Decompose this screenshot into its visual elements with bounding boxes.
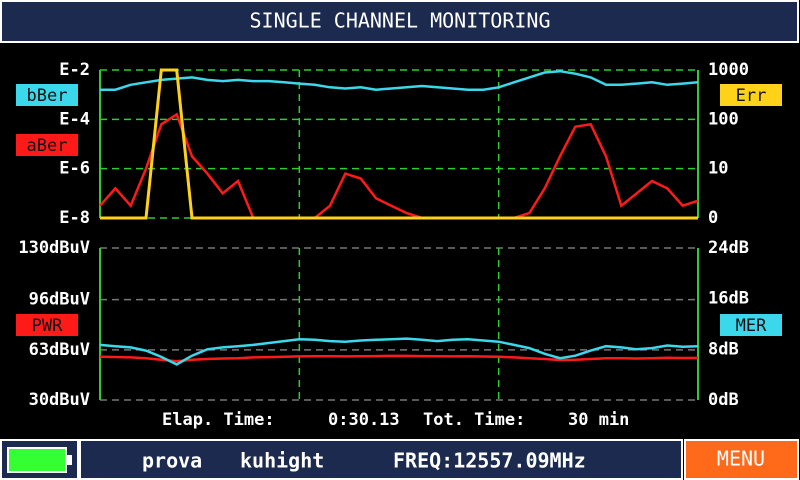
y-tick-label: E-4 bbox=[59, 109, 90, 129]
y2-tick-label: 24dB bbox=[708, 238, 749, 258]
legend-box bbox=[720, 314, 782, 336]
menu-label[interactable]: MENU bbox=[717, 447, 765, 471]
status-name: prova bbox=[142, 449, 202, 473]
status-bar bbox=[79, 439, 683, 480]
y-tick-label: E-2 bbox=[59, 60, 90, 80]
trace-aber bbox=[99, 112, 699, 220]
y2-tick-label: 8dB bbox=[708, 339, 739, 359]
legend-label: aBer bbox=[27, 136, 68, 156]
total-label: Tot. Time: bbox=[423, 410, 525, 430]
y-tick-label: E-6 bbox=[59, 159, 90, 179]
legend-box bbox=[16, 314, 78, 336]
legend-box bbox=[16, 134, 78, 156]
elapsed-value: 0:30.13 bbox=[328, 410, 400, 430]
elapsed-label: Elap. Time: bbox=[162, 410, 275, 430]
legend-box bbox=[720, 84, 782, 106]
y-tick-label: E-8 bbox=[59, 208, 90, 228]
y2-tick-label: 100 bbox=[708, 109, 739, 129]
legend-label: Err bbox=[736, 86, 767, 106]
title-bar bbox=[0, 0, 799, 43]
legend-box bbox=[16, 84, 78, 106]
battery-tip bbox=[67, 455, 72, 465]
legend-label: PWR bbox=[32, 316, 63, 336]
menu-button[interactable] bbox=[684, 439, 799, 480]
status-freq: FREQ:12557.09MHz bbox=[393, 449, 586, 473]
trace-err bbox=[100, 68, 698, 220]
y-tick-label: 30dBuV bbox=[29, 390, 90, 410]
trace-bber bbox=[100, 69, 699, 91]
y2-tick-label: 10 bbox=[708, 159, 728, 179]
status-band: kuhight bbox=[240, 449, 324, 473]
y2-tick-label: 0 bbox=[708, 208, 718, 228]
title: SINGLE CHANNEL MONITORING bbox=[249, 9, 550, 33]
battery-level bbox=[7, 447, 67, 473]
legend-label: bBer bbox=[27, 86, 68, 106]
y2-tick-label: 16dB bbox=[708, 289, 749, 309]
y-tick-label: 130dBuV bbox=[18, 238, 90, 258]
y-tick-label: 63dBuV bbox=[29, 340, 90, 360]
trace-pwr bbox=[99, 354, 699, 363]
y-tick-label: 96dBuV bbox=[29, 290, 90, 310]
total-value: 30 min bbox=[568, 410, 629, 430]
y2-tick-label: 1000 bbox=[708, 60, 749, 80]
y2-tick-label: 0dB bbox=[708, 390, 739, 410]
legend-label: MER bbox=[736, 316, 767, 336]
trace-mer bbox=[99, 337, 699, 366]
